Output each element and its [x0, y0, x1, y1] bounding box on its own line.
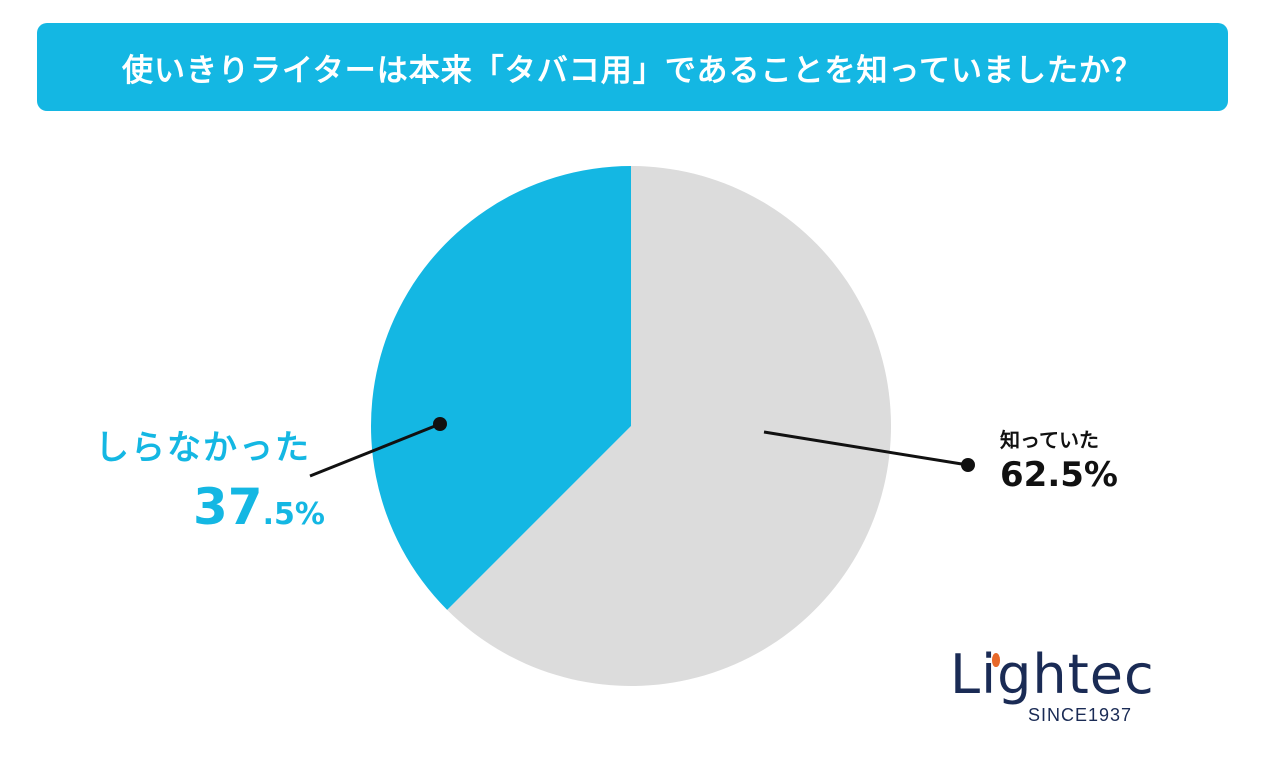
lightec-logo: Lightec SINCE1937 [950, 645, 1154, 730]
leader-line-shiranakatta [309, 422, 441, 478]
flame-icon [992, 653, 1000, 667]
chart-title: 使いきりライターは本来「タバコ用」であることを知っていましたか？ [122, 52, 1143, 89]
leader-line-shitteita-dot [961, 458, 975, 472]
label-value-shitteita: 62.5% [1000, 455, 1118, 495]
value-rest: .5% [262, 497, 325, 532]
leader-line-shiranakatta-dot [433, 417, 447, 431]
title-banner: 使いきりライターは本来「タバコ用」であることを知っていましたか？ [37, 23, 1228, 111]
pie-slice-shiranakatta [370, 166, 631, 610]
leader-line-shitteita [763, 430, 969, 467]
pie-slice-shitteita [447, 166, 891, 687]
logo-tagline: SINCE1937 [1028, 705, 1133, 725]
label-value-shiranakatta: 37.5% [193, 478, 325, 536]
label-category-shitteita: 知っていた [1000, 428, 1099, 452]
logo-wordmark: Lightec [950, 643, 1155, 706]
value-int: 37 [193, 478, 263, 536]
label-category-shiranakatta: しらなかった [95, 428, 311, 468]
